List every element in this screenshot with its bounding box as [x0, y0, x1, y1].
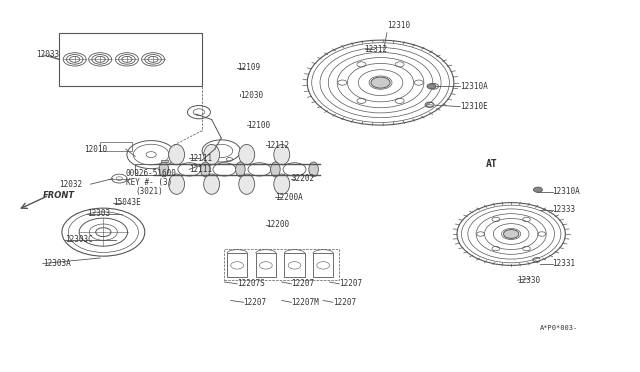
Bar: [100, 142, 132, 151]
Text: 12207M: 12207M: [291, 298, 319, 307]
Text: 12010: 12010: [84, 145, 108, 154]
Bar: [59, 33, 202, 86]
Text: (3021): (3021): [135, 187, 163, 196]
Text: 12033: 12033: [36, 51, 60, 60]
Text: 12111: 12111: [189, 165, 212, 174]
Ellipse shape: [274, 174, 290, 194]
Bar: [313, 253, 333, 278]
Text: 12303C: 12303C: [65, 235, 93, 244]
Text: 12331: 12331: [552, 259, 576, 268]
Text: 15043E: 15043E: [113, 198, 141, 207]
Ellipse shape: [169, 144, 184, 165]
Ellipse shape: [271, 162, 280, 177]
Text: FRONT: FRONT: [43, 191, 75, 200]
Text: 12310: 12310: [387, 21, 410, 30]
Text: 12100: 12100: [246, 121, 270, 129]
Ellipse shape: [204, 174, 220, 194]
Text: 12333: 12333: [552, 205, 576, 215]
Text: 12207: 12207: [339, 279, 362, 288]
Text: 12310E: 12310E: [460, 102, 488, 111]
Text: 00926-51600: 00926-51600: [125, 169, 177, 177]
Text: 12030: 12030: [241, 91, 264, 100]
Text: A*P0*003-: A*P0*003-: [540, 325, 578, 331]
Ellipse shape: [274, 144, 290, 165]
Circle shape: [534, 187, 542, 192]
Text: 32202: 32202: [291, 174, 314, 183]
Text: KEY #- (3): KEY #- (3): [125, 178, 172, 187]
Text: 12310A: 12310A: [552, 187, 580, 196]
Text: 12200: 12200: [266, 220, 289, 229]
Bar: [161, 160, 168, 162]
Circle shape: [427, 84, 436, 89]
Bar: [284, 253, 305, 278]
Text: 12207: 12207: [333, 298, 356, 307]
Ellipse shape: [169, 174, 184, 194]
Text: 12312: 12312: [365, 45, 388, 54]
Text: 12303A: 12303A: [43, 259, 70, 268]
Ellipse shape: [309, 162, 319, 177]
Ellipse shape: [159, 162, 169, 177]
Circle shape: [504, 230, 519, 238]
Text: 12112: 12112: [266, 141, 289, 150]
Bar: [225, 249, 339, 280]
Text: 12330: 12330: [518, 276, 541, 285]
Ellipse shape: [200, 162, 210, 177]
Text: 12032: 12032: [59, 180, 82, 189]
Bar: [255, 253, 276, 278]
Ellipse shape: [236, 162, 245, 177]
Ellipse shape: [239, 144, 255, 165]
Ellipse shape: [204, 144, 220, 165]
Text: 12111: 12111: [189, 154, 212, 163]
Text: AT: AT: [486, 159, 497, 169]
Text: 12109: 12109: [237, 63, 260, 72]
Circle shape: [371, 77, 390, 88]
Text: 12207: 12207: [244, 298, 267, 307]
Text: 12200A: 12200A: [275, 193, 303, 202]
Text: 12207S: 12207S: [237, 279, 265, 288]
Text: 12303: 12303: [88, 209, 111, 218]
Ellipse shape: [239, 174, 255, 194]
Text: 12310A: 12310A: [460, 82, 488, 91]
Bar: [227, 253, 247, 278]
Text: 12207: 12207: [291, 279, 314, 288]
